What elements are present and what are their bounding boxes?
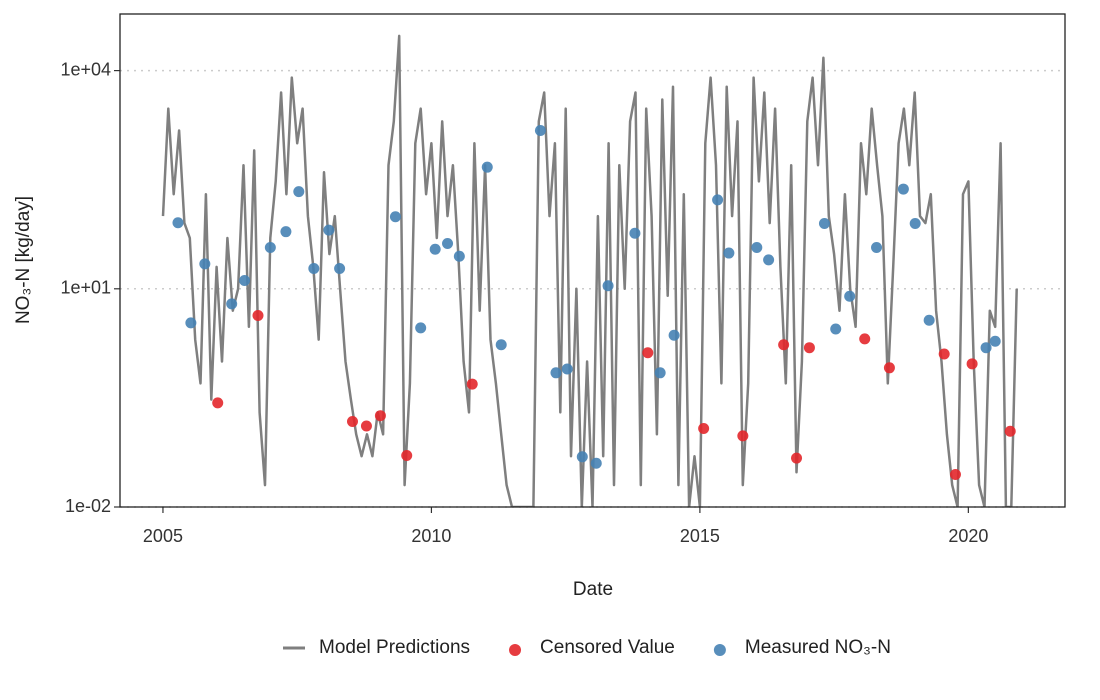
plot-frame [119,13,1066,508]
x-axis-title: Date [573,579,613,600]
x-tick-label: 2020 [948,526,988,546]
data-point [1004,425,1016,437]
legend-swatch [713,644,726,656]
data-point [442,237,454,249]
data-point [264,241,276,253]
data-point [980,342,992,354]
legend-label: Measured NO₃-N [745,637,891,658]
data-point [172,217,184,229]
data-point [561,363,573,375]
x-tick-label: 2010 [411,526,451,546]
data-point [654,367,666,379]
data-point [723,247,735,259]
y-tick-label: 1e-02 [65,496,111,516]
data-point [737,430,749,442]
data-point [803,342,815,354]
data-point [389,211,401,223]
data-point [778,339,790,351]
data-point [883,362,895,374]
data-point [293,186,305,198]
data-point [668,329,680,341]
data-point [466,378,478,390]
data-point [642,347,654,359]
data-point [966,358,978,370]
data-point [226,298,238,310]
data-point [360,420,372,432]
data-point [415,322,427,334]
data-point [534,125,546,137]
data-point [550,367,562,379]
data-point [374,410,386,422]
data-point [453,250,465,262]
data-point [818,218,830,230]
data-point [576,451,588,463]
y-tick-label: 1e+01 [60,278,111,298]
data-point [909,218,921,230]
data-point [712,194,724,206]
legend-label: Censored Value [540,637,675,658]
legend-label: Model Predictions [319,637,470,658]
data-point [199,258,211,270]
data-point [791,452,803,464]
data-point [949,468,961,480]
data-point [871,241,883,253]
data-point [698,423,710,435]
x-tick-label: 2015 [680,526,720,546]
data-point [751,241,763,253]
data-point [323,224,335,236]
data-point [239,275,251,287]
data-point [763,254,775,266]
legend-swatch [509,644,522,656]
data-point [602,280,614,292]
data-point [308,263,320,275]
data-point [830,323,842,335]
data-point [481,161,493,173]
data-point [923,314,935,326]
plot-area [161,34,1018,507]
data-point [495,339,507,351]
data-point [185,317,197,329]
x-tick-label: 2005 [143,526,183,546]
y-tick-label: 1e+04 [60,59,111,79]
data-point [429,243,441,255]
data-point [938,348,950,360]
data-point [346,415,358,427]
data-point [989,335,1001,347]
data-point [212,397,224,409]
data-point [401,450,413,462]
data-point [844,290,856,302]
data-point [334,263,346,275]
data-point [252,309,264,321]
y-axis-title: NO₃-N [kg/day] [13,196,34,324]
data-point [590,457,602,469]
data-point [859,333,871,345]
data-point [280,226,292,238]
data-point [897,183,909,195]
prediction-line [161,34,1018,507]
data-point [629,227,641,239]
